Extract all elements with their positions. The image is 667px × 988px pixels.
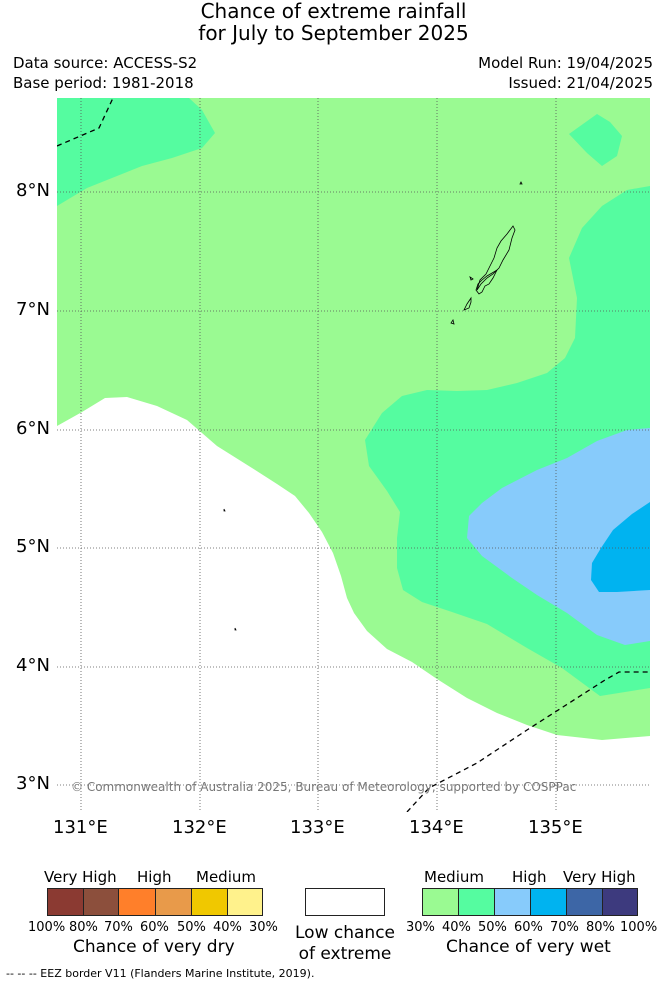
legend-wet-tick-50: 50% — [478, 920, 507, 935]
legend-wet-tick-70: 70% — [550, 920, 579, 935]
lon-label-131e: 131°E — [53, 817, 108, 838]
legend-wet-swatch-5 — [566, 888, 603, 916]
legend-dry-tick-80: 80% — [69, 920, 98, 935]
lon-label-134e: 134°E — [409, 817, 464, 838]
legend-dry-tick-100: 100% — [28, 920, 66, 935]
map-zone-high-wet-ne — [569, 114, 622, 166]
legend-dry-swatch-1 — [47, 888, 84, 916]
legend-dry-tick-70: 70% — [104, 920, 133, 935]
lon-label-133e: 133°E — [290, 817, 345, 838]
map-zone-low-chance — [57, 397, 650, 812]
legend-wet-tick-60: 60% — [514, 920, 543, 935]
legend-dry-tick-30: 30% — [249, 920, 278, 935]
legend-dry-title: Chance of very dry — [73, 937, 235, 957]
legend-wet-category-high: High — [512, 868, 547, 886]
lat-label-4n: 4°N — [16, 655, 50, 676]
legend-dry-tick-40: 40% — [213, 920, 242, 935]
lon-label-132e: 132°E — [172, 817, 227, 838]
lon-label-135e: 135°E — [528, 817, 583, 838]
legend-low-chance-line1: Low chance — [295, 923, 395, 943]
legend-wet-tick-30: 30% — [406, 920, 435, 935]
issued-date: Issued: 21/04/2025 — [508, 74, 653, 92]
chart-title-line2: for July to September 2025 — [198, 21, 469, 45]
eez-border — [57, 98, 650, 812]
legend-dry-swatch-6 — [227, 888, 263, 916]
data-source: Data source: ACCESS-S2 — [13, 54, 198, 72]
legend-low-chance-swatch — [305, 888, 385, 916]
legend-dry-category-medium: Medium — [196, 868, 256, 886]
map-zone-extreme-wet — [591, 502, 650, 592]
legend-wet-title: Chance of very wet — [446, 937, 611, 957]
lat-label-5n: 5°N — [16, 536, 50, 557]
legend-dry-category-very-high: Very High — [44, 868, 117, 886]
palau-islands — [223, 181, 523, 631]
legend-wet-swatch-3 — [494, 888, 531, 916]
lat-label-8n: 8°N — [16, 180, 50, 201]
legend-dry-swatch-5 — [191, 888, 228, 916]
eez-border-note: -- -- -- EEZ border V11 (Flanders Marine… — [6, 967, 315, 980]
legend-wet-swatch-6 — [602, 888, 638, 916]
legend-wet-tick-40: 40% — [442, 920, 471, 935]
lat-label-3n: 3°N — [16, 773, 50, 794]
legend-dry-swatch-2 — [83, 888, 119, 916]
legend-dry-swatch-4 — [155, 888, 192, 916]
legend-wet-category-medium: Medium — [424, 868, 484, 886]
legend-wet-tick-80: 80% — [586, 920, 615, 935]
map-copyright: © Commonwealth of Australia 2025, Bureau… — [71, 780, 576, 794]
legend-wet-category-very-high: Very High — [563, 868, 636, 886]
chart-title-line1: Chance of extreme rainfall — [200, 0, 467, 23]
lat-label-7n: 7°N — [16, 299, 50, 320]
map-gridlines — [57, 98, 650, 812]
legend-dry-swatch-3 — [118, 888, 156, 916]
base-period: Base period: 1981-2018 — [13, 74, 194, 92]
legend-wet-swatch-4 — [530, 888, 567, 916]
forecast-map: © Commonwealth of Australia 2025, Bureau… — [57, 98, 650, 812]
legend-dry-category-high: High — [137, 868, 172, 886]
legend-wet-tick-100: 100% — [620, 920, 658, 935]
legend-wet-swatch-2 — [458, 888, 495, 916]
model-run: Model Run: 19/04/2025 — [478, 54, 653, 72]
lat-label-6n: 6°N — [16, 418, 50, 439]
legend-dry-tick-60: 60% — [140, 920, 169, 935]
legend-low-chance-line2: of extreme — [298, 944, 392, 964]
legend-dry-tick-50: 50% — [177, 920, 206, 935]
map-zone-high-wet-nw — [57, 98, 215, 206]
legend-wet-swatch-1 — [422, 888, 459, 916]
